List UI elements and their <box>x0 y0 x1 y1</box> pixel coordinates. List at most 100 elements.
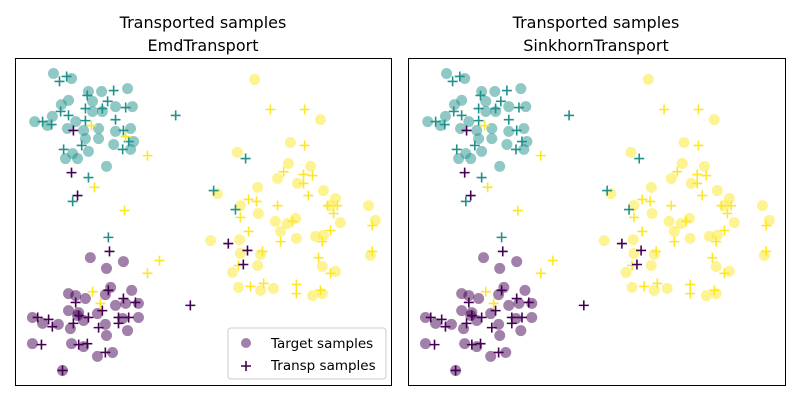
transp-sample-point <box>32 312 43 323</box>
transp-sample-point <box>110 114 121 125</box>
transp-sample-point <box>55 106 66 117</box>
subplot-title-line2: EmdTransport <box>148 36 259 55</box>
transp-sample-point <box>108 85 119 96</box>
transp-sample-point <box>461 125 472 136</box>
target-sample-point <box>55 99 67 111</box>
transp-sample-point <box>436 314 447 325</box>
transp-sample-point <box>659 104 670 115</box>
target-sample-point <box>63 305 75 317</box>
transp-sample-point <box>235 212 246 223</box>
transp-sample-point <box>486 322 497 333</box>
transp-sample-point <box>692 169 703 180</box>
transp-sample-point <box>480 286 491 297</box>
transp-sample-point <box>473 103 484 114</box>
transp-sample-point <box>113 318 124 329</box>
transp-sample-point <box>245 281 256 292</box>
transp-sample-point <box>233 260 244 271</box>
target-sample-point <box>249 73 261 85</box>
target-sample-point <box>489 86 501 98</box>
transp-sample-point <box>645 196 656 207</box>
target-sample-point <box>87 105 99 117</box>
transp-sample-point <box>473 115 484 126</box>
target-sample-point <box>292 177 303 189</box>
target-sample-point <box>419 338 431 350</box>
transp-sample-point <box>511 125 522 136</box>
legend-label-target: Target samples <box>270 336 373 352</box>
target-sample-point <box>64 323 76 335</box>
transp-sample-point <box>367 246 378 257</box>
target-sample-point <box>476 86 488 98</box>
transp-sample-point <box>57 365 68 376</box>
transp-sample-point <box>154 255 165 266</box>
target-sample-point <box>117 256 129 268</box>
target-sample-point <box>26 338 38 350</box>
target-sample-point <box>70 116 82 128</box>
target-sample-point <box>108 139 120 151</box>
target-sample-point <box>620 266 632 278</box>
subplot-title-line1: Transported samples <box>512 13 680 32</box>
target-sample-point <box>710 260 722 272</box>
target-sample-point <box>316 260 328 272</box>
transp-sample-point <box>251 196 262 207</box>
target-sample-point <box>459 72 471 84</box>
target-sample-point <box>307 290 319 302</box>
legend-box <box>227 327 387 380</box>
transp-sample-point <box>523 297 534 308</box>
target-sample-point <box>648 248 660 260</box>
transp-sample-point <box>123 312 134 323</box>
target-sample-point <box>91 308 103 320</box>
transp-sample-point <box>68 318 79 329</box>
target-sample-point <box>511 256 523 268</box>
transp-sample-point <box>82 338 93 349</box>
target-sample-point <box>93 133 105 145</box>
target-sample-point <box>510 312 522 324</box>
transp-sample-point <box>669 236 680 247</box>
transp-sample-point <box>315 285 326 296</box>
target-sample-point <box>598 235 610 247</box>
transp-sample-point <box>692 178 703 189</box>
target-sample-point <box>110 299 122 311</box>
target-sample-point <box>52 318 64 330</box>
transp-sample-point <box>58 144 69 155</box>
target-sample-point <box>661 282 673 294</box>
transp-sample-point <box>510 144 521 155</box>
transp-sample-point <box>63 110 74 121</box>
transp-sample-point <box>83 312 94 323</box>
transp-sample-point <box>511 293 522 304</box>
target-sample-point <box>125 122 137 134</box>
transp-sample-point <box>223 238 234 249</box>
target-sample-point <box>79 293 91 305</box>
transp-sample-point <box>430 116 441 127</box>
target-sample-point <box>66 72 78 84</box>
transp-sample-point <box>693 140 704 151</box>
transp-sample-point <box>298 169 309 180</box>
transp-sample-point <box>243 226 254 237</box>
transp-sample-point <box>685 288 696 299</box>
target-sample-point <box>110 125 122 137</box>
transp-sample-point <box>639 281 650 292</box>
transp-sample-point <box>118 125 129 136</box>
target-sample-point <box>455 122 467 134</box>
target-sample-point <box>363 200 375 212</box>
target-sample-point <box>648 284 660 296</box>
target-sample-point <box>70 290 82 302</box>
transp-sample-point <box>303 190 314 201</box>
transp-sample-point <box>97 305 108 316</box>
target-sample-point <box>728 217 740 229</box>
transp-sample-point <box>476 172 487 183</box>
transp-sample-point <box>325 268 336 279</box>
transp-sample-point <box>461 318 472 329</box>
target-sample-point <box>284 137 296 149</box>
target-sample-point <box>66 338 78 350</box>
transp-sample-point <box>578 300 589 311</box>
transp-sample-point <box>719 268 730 279</box>
target-sample-point <box>473 293 485 305</box>
target-sample-point <box>463 290 475 302</box>
target-sample-point <box>463 116 475 128</box>
target-sample-point <box>126 101 138 113</box>
target-sample-point <box>503 125 515 137</box>
target-sample-point <box>685 177 697 189</box>
transp-sample-point <box>142 268 153 279</box>
transp-sample-point <box>322 200 333 211</box>
transp-sample-point <box>103 285 114 296</box>
